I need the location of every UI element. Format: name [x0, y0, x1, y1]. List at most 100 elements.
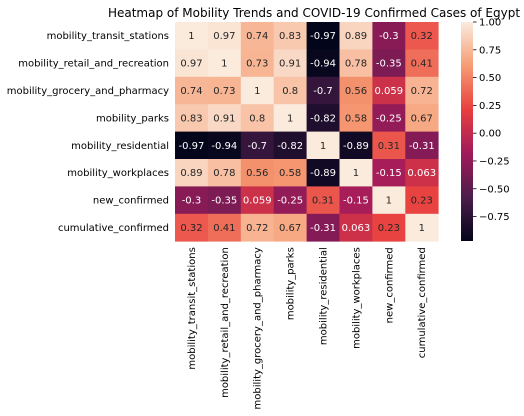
- heatmap-cell: [175, 49, 209, 78]
- heatmap-cell: [240, 213, 275, 242]
- x-axis-tick-label: cumulative_confirmed: [417, 247, 428, 358]
- heatmap-cell: [240, 49, 275, 78]
- x-axis-tick-label: mobility_parks: [286, 247, 297, 320]
- heatmap-cell-label: 0.059: [243, 196, 272, 207]
- x-axis-tick-label: new_confirmed: [384, 247, 395, 323]
- heatmap-cell-label: -0.15: [376, 168, 402, 179]
- heatmap-cell: [405, 49, 439, 78]
- heatmap-cell-label: 1: [386, 196, 392, 207]
- heatmap-cell: [273, 22, 307, 50]
- colorbar-tick-labels: 1.00 0.75 0.50 0.25 0.00 −0.25 −0.50 −0.75: [473, 18, 510, 223]
- colorbar-tick-label: −0.75: [479, 212, 510, 223]
- heatmap-cell: [306, 76, 340, 105]
- colorbar: [461, 22, 473, 241]
- heatmap-cell-label: 1: [287, 113, 293, 124]
- heatmap-cell-label: 1: [221, 59, 227, 70]
- heatmap-cell: [240, 76, 275, 105]
- heatmap-cell-label: 0.23: [378, 223, 400, 234]
- heatmap-cell: [273, 186, 307, 215]
- heatmap-cell: [240, 159, 275, 187]
- heatmap-cell: [306, 131, 340, 160]
- y-axis-tick-label: mobility_parks: [96, 113, 169, 124]
- heatmap-cell: [306, 186, 340, 215]
- heatmap-cell-label: 0.78: [213, 168, 235, 179]
- heatmap-cell: [175, 76, 209, 105]
- x-axis-tick-label: mobility_retail_and_recreation: [220, 247, 231, 398]
- heatmap-cell: [207, 76, 242, 105]
- heatmap-cell-label: -0.89: [343, 141, 369, 152]
- colorbar-tick-label: −0.50: [479, 184, 510, 195]
- heatmap-cell: [240, 186, 275, 215]
- heatmap-cell: [240, 22, 275, 50]
- y-axis-tick-label: mobility_workplaces: [67, 168, 169, 179]
- heatmap-cell: [405, 76, 439, 105]
- heatmap-cell: [405, 104, 439, 132]
- heatmap-cell-label: -0.97: [310, 31, 336, 42]
- colorbar-tick-label: 0.25: [479, 101, 501, 112]
- x-axis-tick-label: mobility_transit_stations: [187, 247, 198, 369]
- heatmap-cell-label: 0.78: [345, 59, 367, 70]
- heatmap-cell: [372, 104, 406, 132]
- y-axis-tick-labels: mobility_transit_stations mobility_retail…: [7, 31, 169, 234]
- y-axis-tick-label: new_confirmed: [93, 196, 169, 207]
- heatmap-cell-label: 0.89: [180, 168, 202, 179]
- colorbar-tick-label: 0.00: [479, 129, 501, 140]
- heatmap-cell-label: -0.82: [277, 141, 303, 152]
- heatmap-cell-label: 0.58: [345, 113, 367, 124]
- heatmap-cell-label: 0.56: [246, 168, 268, 179]
- y-axis-tick-label: mobility_grocery_and_pharmacy: [7, 86, 169, 97]
- heatmap-cell-label: 0.31: [378, 141, 400, 152]
- y-axis-tick-label: cumulative_confirmed: [58, 223, 169, 234]
- heatmap-cell-label: -0.94: [211, 141, 237, 152]
- heatmap-cell-label: -0.35: [376, 59, 402, 70]
- heatmap-cell-label: 0.72: [246, 223, 268, 234]
- heatmap-cell-labels: 1 0.97 0.74 0.83 -0.97 0.89 -0.3 0.32 0.97 1 0.73 0…: [179, 31, 437, 234]
- heatmap-cell: [405, 213, 439, 242]
- heatmap-cell: [405, 159, 439, 187]
- heatmap-cell: [339, 22, 373, 50]
- heatmap-cell-label: 0.83: [180, 113, 202, 124]
- heatmap-cell-label: 0.73: [213, 86, 235, 97]
- heatmap-cell-label: 1: [353, 168, 359, 179]
- heatmap-cell: [306, 49, 340, 78]
- heatmap-cell-label: -0.15: [343, 196, 369, 207]
- heatmap-cell-label: 0.74: [180, 86, 202, 97]
- heatmap-cell: [339, 213, 373, 242]
- heatmap-cell-label: 1: [188, 31, 194, 42]
- y-axis-tick-label: mobility_transit_stations: [47, 31, 169, 42]
- heatmap-cell: [372, 22, 406, 50]
- heatmap-cell-label: -0.89: [310, 168, 336, 179]
- heatmap-cell-label: 0.73: [246, 59, 268, 70]
- heatmap-cell-label: 0.063: [407, 168, 436, 179]
- heatmap-cell: [207, 213, 242, 242]
- heatmap-cell: [339, 186, 373, 215]
- heatmap-cell: [273, 104, 307, 132]
- heatmap-cell-label: 0.67: [411, 113, 433, 124]
- heatmap-cell: [175, 186, 209, 215]
- heatmap-cell: [306, 104, 340, 132]
- heatmap-cell: [372, 213, 406, 242]
- heatmap-cell: [339, 49, 373, 78]
- heatmap-cell: [273, 49, 307, 78]
- x-axis-tick-labels: mobility_transit_stations mobility_retail…: [187, 247, 428, 409]
- heatmap-cell: [339, 131, 373, 160]
- heatmap-cell: [372, 186, 406, 215]
- colorbar-tick-label: 0.75: [479, 45, 501, 56]
- heatmap-cell-label: -0.25: [376, 113, 402, 124]
- heatmap-cell: [405, 186, 439, 215]
- x-axis-tick-label: mobility_workplaces: [351, 247, 362, 349]
- heatmap-cell-label: 0.58: [279, 168, 301, 179]
- y-axis-tick-label: mobility_retail_and_recreation: [18, 59, 169, 70]
- heatmap-cell: [175, 104, 209, 132]
- heatmap-cell-label: 0.97: [180, 59, 202, 70]
- heatmap-cell: [339, 159, 373, 187]
- heatmap-cell-label: 0.91: [213, 113, 235, 124]
- heatmap-cell-label: -0.3: [379, 31, 399, 42]
- heatmap-cell-label: 0.41: [411, 59, 433, 70]
- x-axis-tick-label: mobility_residential: [319, 247, 330, 345]
- heatmap-cell: [273, 76, 307, 105]
- heatmap-cell: [240, 131, 275, 160]
- heatmap-cell: [175, 159, 209, 187]
- heatmap-cell-label: 0.23: [411, 196, 433, 207]
- y-axis-tick-label: mobility_residential: [71, 141, 169, 152]
